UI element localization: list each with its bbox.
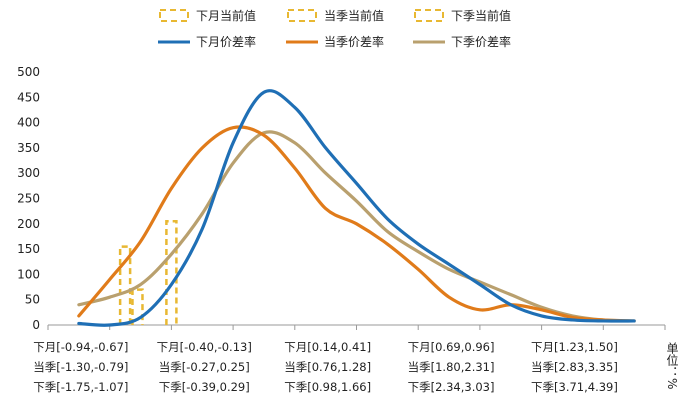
legend-swatch-current [159,9,189,22]
x-tick-label: 下季[0.98,1.66] [284,380,371,394]
x-tick-label: 下季[-1.75,-1.07] [33,380,128,394]
y-tick-label: 250 [17,192,40,206]
legend-label: 下月当前值 [196,8,256,23]
current-value-marker-2 [165,220,178,325]
x-tick-label: 下月[-0.40,-0.13] [157,340,252,354]
series-line-1 [77,125,636,323]
series-lines [77,89,636,327]
y-tick-label: 100 [17,267,40,281]
x-tick-label: 当季[-1.30,-0.79] [33,360,128,374]
legend-label: 下季当前值 [451,8,511,23]
legend-item-series-1: 当季价差率 [286,34,384,49]
legend-label: 当季当前值 [324,8,384,23]
y-tick-label: 300 [17,166,40,180]
series-line-2 [77,130,636,323]
x-tick-label: 下季[2.34,3.03] [408,380,495,394]
legend-item-series-0: 下月价差率 [158,34,256,49]
x-axis: 下月[-0.94,-0.67] 当季[-1.30,-0.79] 下季[-1.75,-… [33,324,666,394]
x-tick-label: 下月[0.69,0.96] [408,340,495,354]
x-tick-label: 当季[0.76,1.28] [284,360,371,374]
y-axis: 0 50 100 150 200 250 300 350 400 450 500 [17,65,40,332]
y-tick-label: 200 [17,217,40,231]
y-tick-label: 450 [17,90,40,104]
legend-label: 当季价差率 [324,34,384,49]
y-tick-label: 0 [32,318,40,332]
current-value-markers [118,220,178,325]
x-tick-label: 下月[-0.94,-0.67] [33,340,128,354]
y-tick-label: 350 [17,141,40,155]
x-tick-label: 当季[-0.27,0.25] [159,360,250,374]
y-tick-label: 500 [17,65,40,79]
x-tick-label: 下季[-0.39,0.29] [159,380,250,394]
current-value-marker-1 [131,288,144,325]
series-line-0 [77,89,636,327]
x-tick-label: 当季[2.83,3.35] [531,360,618,374]
legend-swatch-current [287,9,317,22]
legend-label: 下季价差率 [451,34,511,49]
x-tick-label: 当季[1.80,2.31] [408,360,495,374]
y-tick-label: 150 [17,242,40,256]
y-tick-label: 50 [25,293,40,307]
legend-swatch-current [414,9,444,22]
legend-item-current-0: 下月当前值 [159,8,256,23]
legend-item-current-2: 下季当前值 [414,8,511,23]
legend-label: 下月价差率 [196,34,256,49]
y-tick-label: 400 [17,116,40,130]
x-tick-label: 下季[3.71,4.39] [531,380,618,394]
unit-label: 单位：% [665,342,679,390]
x-tick-label: 下月[0.14,0.41] [284,340,371,354]
legend-item-current-1: 当季当前值 [287,8,384,23]
legend-item-series-2: 下季价差率 [413,34,511,49]
current-value-marker-0 [118,245,132,325]
x-tick-label: 下月[1.23,1.50] [531,340,618,354]
